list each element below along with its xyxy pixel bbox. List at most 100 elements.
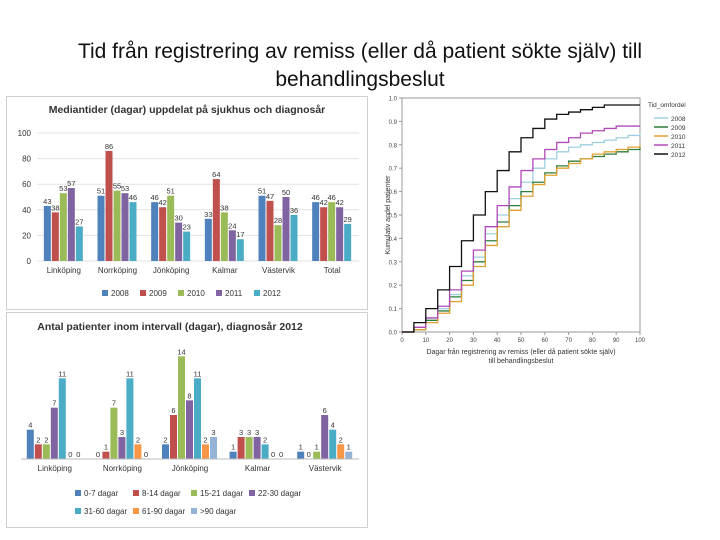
x-tick-label: Jönköping	[153, 266, 189, 275]
legend-label: 15-21 dagar	[200, 489, 243, 498]
legend-label: 2010	[187, 289, 205, 298]
y-tick-label: 0.6	[389, 190, 398, 196]
data-label: 4	[331, 421, 335, 430]
data-label: 51	[166, 187, 174, 196]
data-label: 2	[36, 435, 40, 444]
x-tick-label: Norrköping	[103, 464, 142, 473]
data-label: 11	[126, 369, 134, 378]
bar	[118, 437, 126, 459]
legend-swatch	[216, 290, 222, 296]
bar	[228, 230, 236, 261]
chart-title: Mediantider (dagar) uppdelat på sjukhus …	[49, 104, 326, 116]
bar	[237, 437, 245, 459]
data-label: 42	[319, 198, 327, 207]
data-label: 46	[327, 193, 335, 202]
data-label: 8	[187, 391, 191, 400]
data-label: 0	[68, 450, 72, 459]
legend-swatch	[191, 490, 197, 496]
cumulative-share-line-chart-svg: 0.0 0.1 0.2 0.3 0.4 0.5 0.6 0.7 0.8 0.9 1.0 0 10 20 30…	[385, 97, 686, 366]
data-label: 53	[121, 184, 129, 193]
legend-label: 2009	[671, 125, 686, 132]
data-label: 2	[163, 435, 167, 444]
bar	[202, 444, 209, 459]
bar	[126, 378, 134, 459]
bar	[253, 437, 261, 459]
x-tick-label: 40	[494, 338, 501, 344]
data-label: 55	[113, 182, 121, 191]
data-label: 0	[144, 450, 148, 459]
bar	[175, 222, 183, 261]
data-label: 36	[290, 206, 298, 215]
legend-label: 61-90 dagar	[142, 507, 185, 516]
x-tick-label: 0	[400, 338, 404, 344]
x-tick-label: 70	[565, 338, 572, 344]
bar	[42, 444, 50, 459]
legend-label: 2012	[671, 152, 686, 159]
data-label: 2	[339, 435, 343, 444]
chart-title: Antal patienter inom intervall (dagar), …	[37, 321, 303, 333]
data-label: 1	[347, 443, 351, 452]
bar	[313, 451, 321, 459]
data-label: 0	[96, 450, 100, 459]
bar	[129, 202, 137, 261]
data-label: 53	[59, 184, 67, 193]
bar	[345, 451, 353, 459]
series-line	[402, 125, 640, 333]
y-tick-label: 60	[22, 180, 31, 189]
bar	[204, 218, 212, 261]
data-label: 1	[299, 443, 303, 452]
bar	[282, 197, 290, 261]
data-label: 29	[343, 215, 351, 224]
x-tick-label: Västervik	[262, 266, 296, 275]
data-label: 46	[129, 193, 137, 202]
data-label: 4	[28, 421, 32, 430]
bar	[320, 207, 328, 261]
x-tick-label: Kalmar	[245, 464, 271, 473]
bar	[105, 150, 113, 261]
legend-swatch	[75, 490, 81, 496]
x-tick-label: 10	[422, 338, 429, 344]
x-tick-label: Norrköping	[98, 266, 137, 275]
y-tick-label: 0.0	[389, 331, 398, 337]
bar	[236, 239, 244, 261]
bar	[50, 407, 58, 459]
series-line	[402, 147, 641, 333]
y-tick-label: 0	[27, 257, 32, 266]
data-label: 42	[158, 198, 166, 207]
y-tick-label: 0.5	[389, 214, 398, 220]
y-tick-label: 0.8	[389, 143, 398, 149]
legend-label: 2008	[671, 116, 686, 123]
bar	[229, 451, 237, 459]
bar	[297, 451, 305, 459]
data-label: 6	[171, 406, 175, 415]
y-tick-label: 1.0	[389, 97, 398, 103]
data-label: 47	[266, 192, 274, 201]
data-label: 1	[231, 443, 235, 452]
patient-interval-bar-chart: Antal patienter inom intervall (dagar), …	[6, 312, 368, 528]
bar	[212, 179, 220, 261]
x-tick-label: 30	[470, 338, 477, 344]
bar	[261, 444, 269, 459]
bar	[321, 415, 329, 459]
legend-swatch	[133, 490, 139, 496]
bar	[97, 195, 105, 261]
legend-swatch	[75, 508, 81, 514]
bar	[151, 202, 159, 261]
data-label: 0	[271, 450, 275, 459]
x-tick-label: 90	[613, 338, 620, 344]
bar	[26, 429, 34, 459]
patient-interval-bar-chart-svg: Antal patienter inom intervall (dagar), …	[21, 321, 359, 516]
data-label: 30	[174, 214, 182, 223]
data-label: 51	[258, 187, 266, 196]
bar	[186, 400, 193, 459]
median-time-bar-chart: Mediantider (dagar) uppdelat på sjukhus …	[6, 96, 368, 310]
legend-label: 2009	[149, 289, 167, 298]
legend-swatch	[140, 290, 146, 296]
data-label: 3	[239, 428, 243, 437]
data-label: 6	[323, 406, 327, 415]
legend-label: 0-7 dagar	[84, 489, 119, 498]
bar	[183, 231, 191, 261]
bar	[245, 437, 253, 459]
bar	[170, 415, 177, 459]
x-tick-label: Västervik	[309, 464, 343, 473]
